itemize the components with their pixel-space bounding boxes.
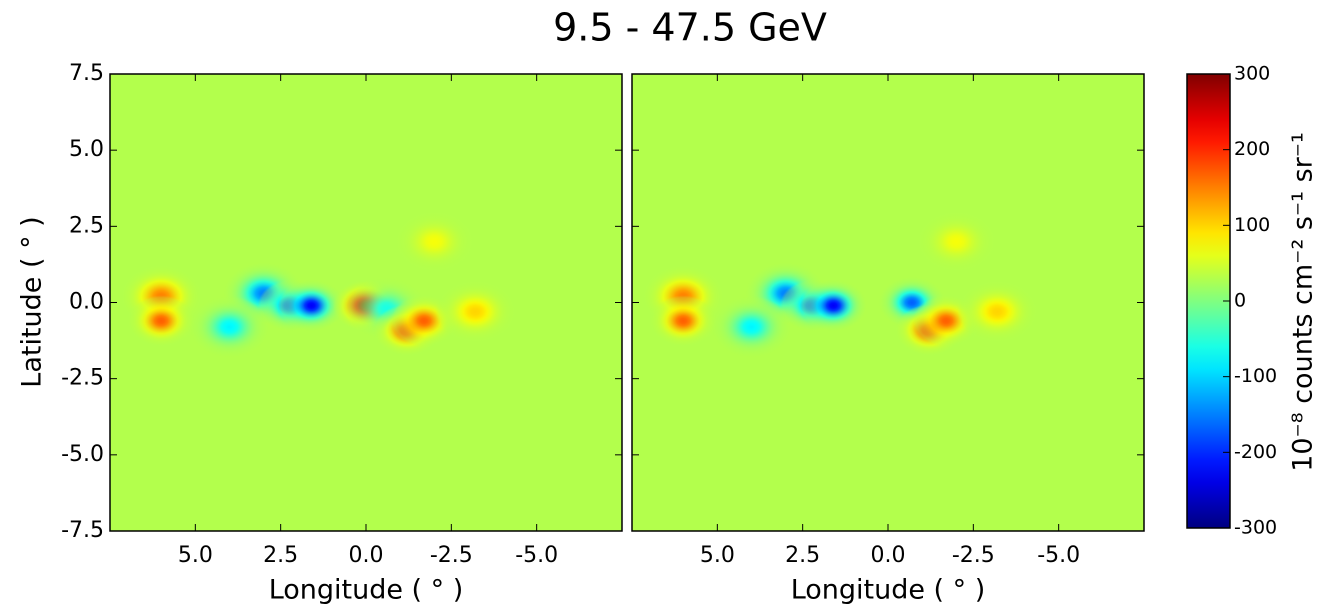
x-tick-label: 0.0 (349, 543, 384, 568)
y-axis-label: Latitude ( ° ) (17, 216, 48, 387)
x-tick-label: 5.0 (700, 543, 735, 568)
y-tick-label: 5.0 (69, 137, 104, 162)
colorbar-tick-label: -300 (1234, 517, 1277, 539)
colorbar-label: 10⁻⁸ counts cm⁻² s⁻¹ sr⁻¹ (1288, 132, 1319, 472)
x-tick-label: -5.0 (1037, 543, 1080, 568)
y-tick-label: 2.5 (69, 213, 104, 238)
chart-title: 9.5 - 47.5 GeV (553, 6, 827, 50)
y-tick-label: -7.5 (61, 518, 104, 543)
heatmap (632, 74, 1144, 531)
heatmap-blob (957, 280, 1038, 343)
colorbar-tick-label: 200 (1234, 138, 1270, 160)
heatmap-blob (435, 280, 516, 343)
x-tick-label: 5.0 (178, 543, 213, 568)
x-tick-label: -5.0 (515, 543, 558, 568)
x-tick-label: 2.5 (785, 543, 820, 568)
x-tick-label: 2.5 (263, 543, 298, 568)
colorbar-tick-label: -200 (1234, 441, 1277, 463)
y-tick-label: -2.5 (61, 366, 104, 391)
heatmap-blob (394, 210, 475, 273)
y-tick-label: -5.0 (61, 442, 104, 467)
heatmap-blob (127, 295, 195, 347)
colorbar-tick-label: 0 (1234, 290, 1246, 312)
x-tick-label: -2.5 (430, 543, 473, 568)
x-axis-label: Longitude ( ° ) (791, 575, 986, 606)
colorbar-tick-label: 300 (1234, 63, 1270, 85)
heatmap-blob (278, 279, 345, 332)
x-tick-label: -2.5 (952, 543, 995, 568)
colorbar-tick-label: 100 (1234, 214, 1270, 236)
heatmap (110, 74, 622, 531)
x-tick-label: 0.0 (871, 543, 906, 568)
heatmap-blob (189, 296, 270, 358)
heatmap-blob (649, 295, 717, 347)
heatmap-blob (711, 296, 792, 358)
x-axis-label: Longitude ( ° ) (269, 575, 464, 606)
heatmap-blob (800, 279, 867, 332)
colorbar-tick-label: -100 (1234, 365, 1277, 387)
y-tick-label: 7.5 (69, 61, 104, 86)
heatmap-blob (916, 210, 997, 273)
y-tick-label: 0.0 (69, 290, 104, 315)
